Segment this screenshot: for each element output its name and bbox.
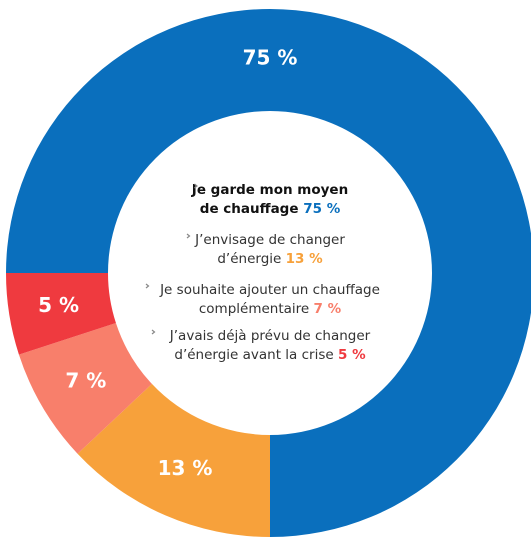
legend-value: 5 % bbox=[337, 347, 366, 363]
legend-label: J’avais déjà prévu de changer d’énergie … bbox=[169, 328, 371, 363]
legend-label: J’envisage de changer d’énergie bbox=[195, 232, 345, 267]
slice-label: 13 % bbox=[158, 456, 213, 480]
chevron-shape bbox=[186, 233, 191, 239]
chevron bbox=[186, 233, 191, 239]
slice-label: 5 % bbox=[38, 293, 79, 317]
slice-label: 7 % bbox=[65, 368, 106, 392]
legend-item: J’envisage de changer d’énergie 13 % bbox=[180, 231, 360, 269]
chevron bbox=[194, 183, 198, 189]
legend-item: Je souhaite ajouter un chauffage complém… bbox=[139, 281, 401, 319]
slice bbox=[18, 323, 152, 454]
legend-value: 13 % bbox=[285, 251, 323, 267]
legend-item: J’avais déjà prévu de changer d’énergie … bbox=[145, 327, 395, 365]
chevron bbox=[151, 329, 156, 335]
chevron-shape bbox=[194, 183, 198, 189]
chevron-shape bbox=[151, 329, 156, 335]
legend-label: Je souhaite ajouter un chauffage complém… bbox=[160, 282, 380, 317]
slice bbox=[6, 273, 116, 355]
chevron-shape bbox=[145, 283, 150, 289]
chevron bbox=[145, 283, 150, 289]
legend-item: Je garde mon moyen de chauffage 75 % bbox=[188, 181, 353, 219]
slice bbox=[77, 383, 271, 537]
legend-label: Je garde mon moyen de chauffage bbox=[191, 182, 349, 217]
legend-value: 75 % bbox=[303, 201, 341, 217]
slice-label: 75 % bbox=[243, 46, 298, 70]
slice bbox=[6, 9, 531, 537]
legend-value: 7 % bbox=[313, 301, 342, 317]
